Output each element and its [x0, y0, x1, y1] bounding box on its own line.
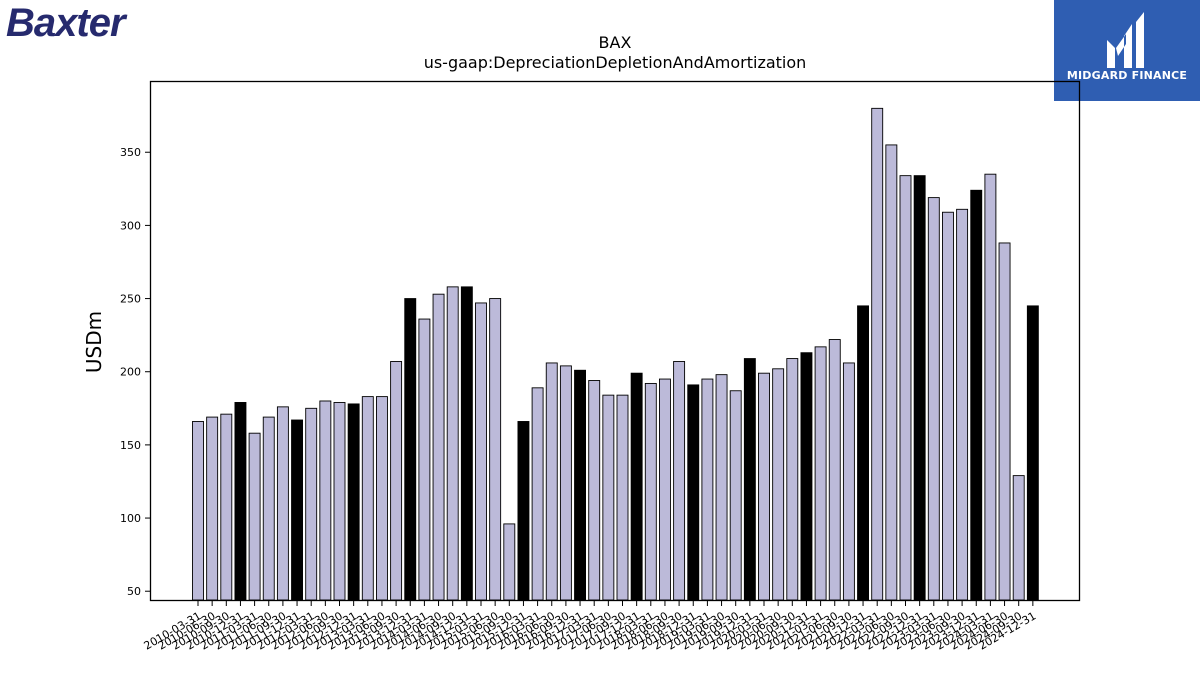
bar-2013-12-31	[404, 298, 417, 601]
plot-frame	[149, 80, 1081, 602]
y-tick-label: 250	[120, 293, 141, 306]
bar-2013-06-30	[376, 396, 388, 601]
bar-2017-09-30	[616, 394, 629, 601]
bar-2012-12-31	[347, 403, 360, 601]
y-tick-label: 50	[127, 585, 141, 598]
midgard-finance-logo: MIDGARD FINANCE	[1054, 0, 1200, 101]
bar-2013-09-30	[390, 361, 403, 601]
bar-2012-06-30	[319, 400, 332, 601]
y-tick-label: 300	[120, 219, 141, 232]
x-axis: 2010-03-312010-06-302010-09-302010-12-31…	[142, 600, 1038, 653]
bar-2017-03-31	[588, 380, 601, 601]
bar-2016-06-30	[545, 362, 558, 601]
bar-2021-12-31	[857, 305, 869, 601]
midgard-logo-icon	[1107, 12, 1144, 68]
bar-2024-06-30	[998, 242, 1011, 601]
bar-2010-03-31	[192, 421, 204, 601]
bar-2020-06-30	[772, 368, 785, 601]
bar-2020-03-31	[758, 372, 770, 601]
bar-2015-03-31	[475, 302, 487, 601]
bar-2014-09-30	[446, 286, 459, 601]
y-axis: 50 100 150 200 250 300 350	[120, 146, 151, 598]
y-tick-label: 200	[120, 366, 141, 379]
bar-2013-03-31	[361, 396, 374, 601]
chart-title: BAX	[599, 33, 632, 52]
bar-2016-03-31	[531, 387, 544, 601]
bar-2017-12-31	[630, 372, 643, 601]
bar-2022-09-30	[899, 175, 912, 601]
bar-2010-09-30	[220, 413, 233, 601]
bar-2018-03-31	[644, 382, 657, 601]
y-tick-label: 150	[120, 439, 141, 452]
bar-2014-12-31	[460, 286, 473, 601]
bar-2023-12-31	[970, 189, 983, 601]
y-tick-label: 350	[120, 146, 141, 159]
bar-2020-09-30	[786, 358, 799, 601]
bar-2024-03-31	[984, 173, 997, 601]
bar-2018-09-30	[673, 361, 686, 601]
baxter-logo: Baxter	[6, 1, 126, 45]
bar-2024-12-31	[1026, 305, 1039, 601]
bar-2011-03-31	[248, 432, 261, 601]
bar-2019-12-31	[743, 358, 756, 601]
bar-2019-03-31	[701, 378, 714, 601]
y-tick-label: 100	[120, 512, 141, 525]
bar-2015-09-30	[503, 523, 516, 601]
bar-2011-09-30	[276, 406, 289, 601]
bar-2016-09-30	[559, 365, 572, 601]
y-axis-label: USDm	[82, 311, 106, 373]
bars-group	[192, 107, 1039, 601]
bar-2021-06-30	[828, 339, 841, 601]
bar-2018-06-30	[659, 378, 671, 601]
bar-2017-06-30	[602, 394, 615, 601]
bar-2023-03-31	[927, 197, 940, 601]
chart-subtitle: us-gaap:DepreciationDepletionAndAmortiza…	[424, 53, 807, 72]
bar-2015-12-31	[517, 421, 530, 601]
bar-2018-12-31	[687, 384, 700, 601]
bar-2014-06-30	[432, 293, 445, 601]
bar-2011-12-31	[291, 419, 303, 601]
bar-2021-03-31	[814, 346, 827, 601]
bar-2016-12-31	[574, 369, 586, 601]
midgard-finance-wordmark: MIDGARD FINANCE	[1066, 69, 1188, 82]
bar-2024-09-30	[1012, 475, 1025, 601]
bar-2015-06-30	[489, 298, 502, 601]
bar-2019-09-30	[729, 390, 742, 601]
bar-2023-06-30	[942, 211, 954, 601]
bar-2019-06-30	[715, 374, 728, 601]
bar-2020-12-31	[800, 352, 813, 601]
bar-2012-03-31	[305, 407, 318, 601]
bar-2023-09-30	[956, 208, 969, 601]
bar-2010-06-30	[206, 416, 219, 601]
bar-2022-03-31	[871, 107, 884, 601]
bar-2014-03-31	[418, 318, 431, 601]
bar-2022-06-30	[885, 144, 898, 601]
bar-2010-12-31	[234, 402, 247, 601]
bar-2022-12-31	[913, 175, 926, 601]
bar-2011-06-30	[262, 416, 275, 601]
bar-2012-09-30	[333, 402, 346, 601]
bar-2021-09-30	[842, 362, 855, 601]
